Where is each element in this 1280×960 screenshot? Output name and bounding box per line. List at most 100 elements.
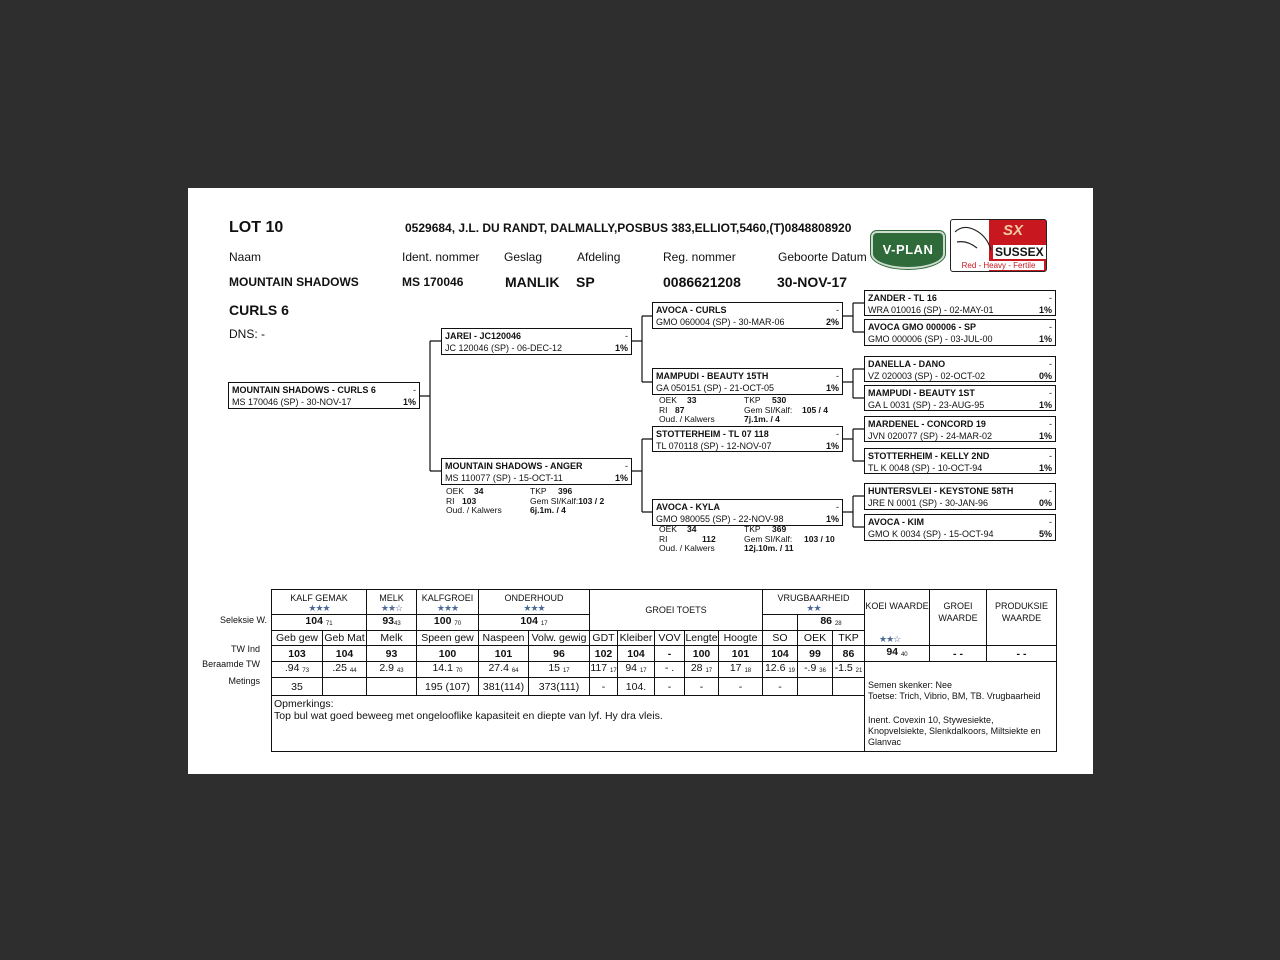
pedigree-pct: 1% bbox=[1038, 305, 1052, 315]
metings-cell: - bbox=[589, 677, 618, 696]
value: 12.6 bbox=[764, 662, 786, 675]
accuracy: 28 bbox=[834, 621, 842, 627]
stat-label: Gem SI/Kalf: bbox=[744, 533, 793, 544]
pedigree-name: MOUNTAIN SHADOWS - CURLS 6 bbox=[232, 385, 376, 395]
ident-label: Ident. nommer bbox=[402, 250, 480, 264]
metings-cell bbox=[322, 677, 367, 696]
tw-ind-cell: - bbox=[654, 645, 685, 662]
pedigree-name: AVOCA - KIM bbox=[868, 517, 924, 527]
metings-cell: - bbox=[718, 677, 763, 696]
pedigree-name: MAMPUDI - BEAUTY 15TH bbox=[656, 371, 769, 381]
stat-label: OEK bbox=[659, 524, 677, 534]
pedigree-id: JVN 020077 (SP) - 24-MAR-02 bbox=[868, 431, 993, 441]
accuracy: 17 bbox=[639, 668, 647, 674]
accuracy: 64 bbox=[511, 668, 519, 674]
pedigree-name: STOTTERHEIM - TL 07 118 bbox=[656, 429, 769, 439]
stat-label: OEK bbox=[659, 395, 677, 405]
pedigree-gen3-ancestor: STOTTERHEIM - KELLY 2ND - TL K 0048 (SP) -… bbox=[864, 448, 1056, 474]
stat-label: Gem SI/Kalf: bbox=[744, 404, 793, 415]
value: 28 bbox=[690, 662, 703, 675]
pedigree-name: HUNTERSVLEI - KEYSTONE 58TH bbox=[868, 486, 1014, 496]
value: - . bbox=[664, 662, 675, 675]
seleksie-onderhoud: 104 17 bbox=[478, 614, 590, 631]
pedigree-pct: 1% bbox=[402, 397, 416, 407]
pedigree-id: TL K 0048 (SP) - 10-OCT-94 bbox=[868, 463, 983, 473]
column-header: Kleiber bbox=[617, 630, 655, 646]
vplan-logo: V-PLAN bbox=[871, 231, 945, 269]
pedigree-pct: 1% bbox=[614, 343, 628, 353]
metings-cell: - bbox=[684, 677, 719, 696]
value: 94 bbox=[625, 662, 638, 675]
value: 94 bbox=[886, 646, 899, 659]
sex-value: MANLIK bbox=[505, 274, 560, 290]
column-header: GDT bbox=[589, 630, 618, 646]
group-kalf-gemak: KALF GEMAK ★★★ bbox=[271, 589, 367, 615]
value: -1.5 bbox=[834, 662, 853, 675]
stat-label: TKP bbox=[530, 486, 547, 496]
metings-cell: 373(111) bbox=[528, 677, 590, 696]
tw-ind-cell: 100 bbox=[684, 645, 719, 662]
value: 93 bbox=[382, 615, 394, 628]
stat-label: Oud. / Kalwers bbox=[659, 414, 715, 424]
lot-number: LOT 10 bbox=[229, 219, 284, 236]
pedigree-pct: 5% bbox=[1038, 529, 1052, 539]
stat-value: 33 bbox=[687, 395, 697, 405]
column-header: Naspeen bbox=[478, 630, 529, 646]
pedigree-flag: - bbox=[1049, 419, 1052, 429]
pedigree-id: TL 070118 (SP) - 12-NOV-07 bbox=[656, 441, 772, 451]
animal-name: MOUNTAIN SHADOWS bbox=[229, 275, 359, 289]
stat-value: 530 bbox=[772, 395, 787, 405]
vplan-text: V-PLAN bbox=[882, 242, 934, 257]
notes-cell: Semen skenker: Nee Toetse: Trich, Vibrio,… bbox=[864, 677, 1057, 752]
pedigree-flag: - bbox=[1049, 359, 1052, 369]
stat-value: 103 / 2 bbox=[578, 495, 605, 506]
pedigree-pct: 1% bbox=[825, 514, 839, 524]
star-rating-icon: ★★ bbox=[806, 602, 821, 613]
pedigree-flag: - bbox=[1049, 451, 1052, 461]
value: .25 bbox=[332, 662, 347, 675]
pedigree-sire-sire: AVOCA - CURLS - GMO 060004 (SP) - 30-MAR-… bbox=[652, 302, 843, 329]
column-header: Melk bbox=[366, 630, 417, 646]
stat-value: 396 bbox=[558, 486, 573, 496]
opmerkings-text: Top bul wat goed beweeg met ongelooflike… bbox=[274, 710, 663, 722]
pedigree-gen3-ancestor: ZANDER - TL 16 - WRA 010016 (SP) - 02-MAY-… bbox=[864, 290, 1056, 316]
stat-label: TKP bbox=[744, 524, 761, 534]
tw-ind-cell: 104 bbox=[617, 645, 655, 662]
pedigree-pct: 2% bbox=[825, 317, 839, 327]
stat-value: 105 / 4 bbox=[802, 404, 828, 415]
group-label: ONDERHOUD bbox=[504, 592, 564, 603]
row-label-seleksie: Seleksie W. bbox=[219, 615, 267, 625]
pedigree-name: AVOCA GMO 000006 - SP bbox=[868, 322, 977, 332]
breeding-values-table: KALF GEMAK ★★★ MELK ★★☆ KALFGROEI ★★★ ONDER… bbox=[271, 589, 1057, 752]
pedigree-id: GMO K 0034 (SP) - 15-OCT-94 bbox=[868, 529, 994, 539]
tw-ind-cell: 102 bbox=[589, 645, 618, 662]
pedigree-pct: 1% bbox=[825, 383, 839, 393]
beraamde-cell: 12.6 19 bbox=[762, 661, 798, 678]
beraamde-cell: 14.1 70 bbox=[416, 661, 479, 678]
pedigree-name: JAREI - JC120046 bbox=[445, 331, 522, 341]
sex-label: Geslag bbox=[504, 250, 543, 264]
group-melk: MELK ★★☆ bbox=[366, 589, 417, 615]
pedigree-flag: - bbox=[1049, 388, 1052, 398]
accuracy: 36 bbox=[819, 668, 826, 674]
pedigree-name: STOTTERHEIM - KELLY 2ND bbox=[868, 451, 990, 461]
pedigree-name: MAMPUDI - BEAUTY 1ST bbox=[868, 388, 975, 398]
stat-label: Oud. / Kalwers bbox=[446, 505, 502, 515]
stat-value: 6j.1m. / 4 bbox=[530, 505, 566, 515]
pedigree-dam-dam: AVOCA - KYLA - GMO 980055 (SP) - 22-NOV-9… bbox=[652, 499, 843, 526]
accuracy: 43 bbox=[396, 668, 404, 674]
pedigree-flag: - bbox=[836, 429, 839, 439]
beraamde-cell: 28 17 bbox=[684, 661, 719, 678]
accuracy: 40 bbox=[900, 652, 908, 658]
pedigree-pct: 0% bbox=[1038, 498, 1052, 508]
column-header: Lengte bbox=[684, 630, 719, 646]
seleksie-vrugbaarheid: 86 28 bbox=[797, 614, 865, 631]
pedigree-pct: 1% bbox=[825, 441, 839, 451]
pedigree-pct: 0% bbox=[1038, 371, 1052, 381]
metings-cell: - bbox=[654, 677, 685, 696]
column-header: SO bbox=[762, 630, 798, 646]
stat-label: RI bbox=[659, 533, 668, 544]
beraamde-cell: 15 17 bbox=[528, 661, 590, 678]
pedigree-subject: MOUNTAIN SHADOWS - CURLS 6 - MS 170046 (S… bbox=[228, 382, 420, 409]
stat-label: RI bbox=[446, 495, 455, 506]
